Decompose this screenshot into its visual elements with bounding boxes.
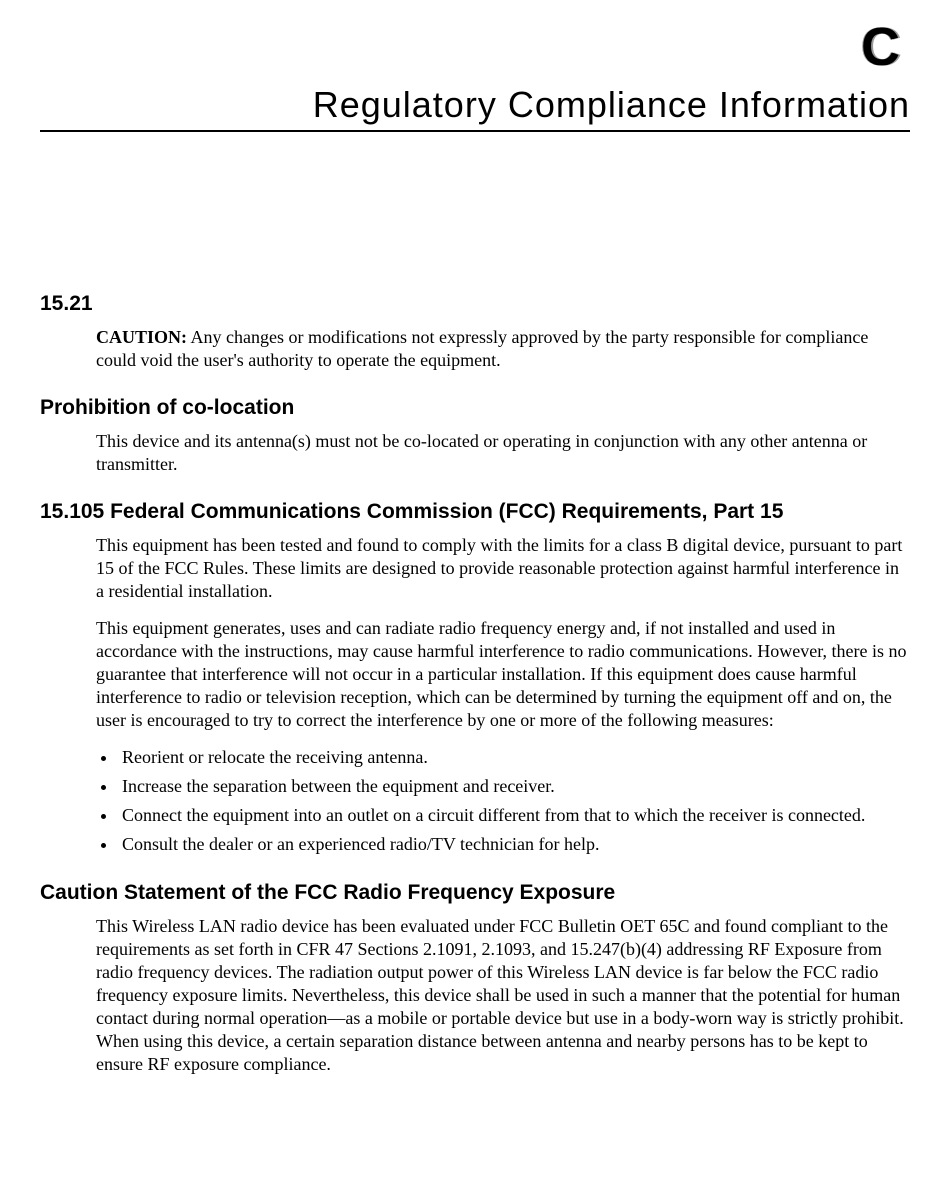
caution-label: CAUTION: [96, 327, 187, 347]
measures-list: Reorient or relocate the receiving anten… [96, 746, 910, 856]
section-heading-15-21: 15.21 [40, 292, 910, 316]
paragraph: This equipment has been tested and found… [96, 534, 910, 603]
document-page: C Regulatory Compliance Information 15.2… [0, 0, 950, 1130]
section-body-15-105: This equipment has been tested and found… [96, 534, 910, 856]
section-body-rf-exposure: This Wireless LAN radio device has been … [96, 915, 910, 1076]
section-heading-15-105: 15.105 Federal Communications Commission… [40, 500, 910, 524]
title-divider [40, 130, 910, 132]
chapter-title: Regulatory Compliance Information [40, 84, 910, 126]
paragraph: This device and its antenna(s) must not … [96, 430, 910, 476]
section-body-15-21: CAUTION: Any changes or modifications no… [96, 326, 910, 372]
section-heading-prohibition: Prohibition of co-location [40, 396, 910, 420]
list-item: Consult the dealer or an experienced rad… [118, 833, 910, 856]
section-body-prohibition: This device and its antenna(s) must not … [96, 430, 910, 476]
paragraph: This equipment generates, uses and can r… [96, 617, 910, 732]
list-item: Increase the separation between the equi… [118, 775, 910, 798]
paragraph: This Wireless LAN radio device has been … [96, 915, 910, 1076]
caution-paragraph: CAUTION: Any changes or modifications no… [96, 326, 910, 372]
appendix-letter: C [40, 20, 900, 74]
caution-text: Any changes or modifications not express… [96, 327, 868, 370]
section-heading-rf-exposure: Caution Statement of the FCC Radio Frequ… [40, 881, 910, 905]
list-item: Connect the equipment into an outlet on … [118, 804, 910, 827]
list-item: Reorient or relocate the receiving anten… [118, 746, 910, 769]
